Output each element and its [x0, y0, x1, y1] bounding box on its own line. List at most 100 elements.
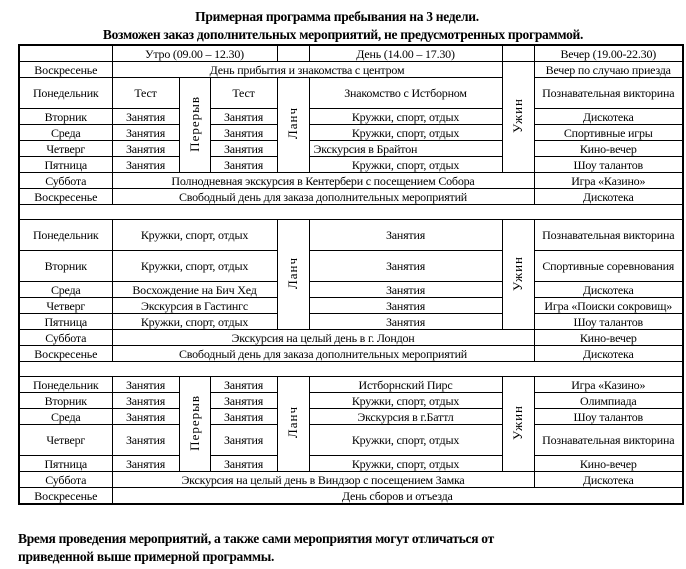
day-name: Суббота: [18, 329, 113, 346]
evening: Дискотека: [533, 108, 684, 125]
day-name: Вторник: [18, 250, 113, 282]
morning: Кружки, спорт, отдых: [111, 219, 278, 251]
page-subtitle: Возможен заказ дополнительных мероприяти…: [102, 27, 584, 42]
lunch-cell: Ланч: [276, 77, 310, 173]
morning-2: Занятия: [209, 140, 278, 157]
lunch-label: Ланч: [285, 107, 300, 140]
morning-1: Занятия: [111, 140, 180, 157]
day-activity: Занятия: [308, 281, 503, 298]
activity: День прибытия и знакомства с центром: [111, 61, 503, 78]
morning-1: Занятия: [111, 392, 180, 409]
lunch-label: Ланч: [285, 406, 300, 439]
day-name: Вторник: [18, 108, 113, 125]
activity: Свободный день для заказа дополнительных…: [111, 188, 535, 205]
header-blank: [276, 44, 310, 62]
break-label: Перерыв: [186, 394, 202, 451]
day-activity: Занятия: [308, 297, 503, 314]
morning-1: Тест: [111, 77, 180, 109]
table-row: Вторник Занятия Занятия Кружки, спорт, отды…: [18, 108, 684, 125]
table-row: Среда Занятия Занятия Экскурсия в г.Баттл Шо…: [18, 408, 684, 425]
day-name: Среда: [18, 408, 113, 425]
evening: Спортивные игры: [533, 124, 684, 141]
day-activity: Занятия: [308, 313, 503, 330]
day-name: Пятница: [18, 455, 113, 472]
day-name: Пятница: [18, 156, 113, 173]
week-separator: [18, 204, 684, 220]
day-name: Воскресенье: [18, 487, 113, 505]
activity: Экскурсия на целый день в Виндзор с посе…: [111, 471, 535, 488]
header-row: Утро (09.00 – 12.30) День (14.00 – 17.30…: [18, 44, 684, 62]
evening: Познавательная викторина: [533, 77, 684, 109]
table-row: Суббота Экскурсия на целый день в Виндзор…: [18, 471, 684, 488]
morning-2: Занятия: [209, 392, 278, 409]
header-blank: [18, 44, 113, 62]
separator-cell: [18, 204, 684, 220]
footer-note: Время проведения мероприятий, а также са…: [18, 530, 494, 566]
day-activity: Кружки, спорт, отдых: [308, 455, 503, 472]
day-activity: Экскурсия в г.Баттл: [308, 408, 503, 425]
table-row: Пятница Кружки, спорт, отдых Занятия Шоу та…: [18, 313, 684, 330]
table-row: Вторник Занятия Занятия Кружки, спорт, отды…: [18, 392, 684, 409]
morning: Кружки, спорт, отдых: [111, 313, 278, 330]
day-name: Вторник: [18, 392, 113, 409]
evening: Олимпиада: [533, 392, 684, 409]
week-separator: [18, 361, 684, 377]
morning-1: Занятия: [111, 156, 180, 173]
lunch-label: Ланч: [285, 256, 300, 290]
table-row: Среда Занятия Занятия Кружки, спорт, отдых С…: [18, 124, 684, 141]
table-row: Воскресенье Свободный день для заказа доп…: [18, 345, 684, 362]
day-activity: Кружки, спорт, отдых: [308, 108, 503, 125]
table-row: Среда Восхождение на Бич Хед Занятия Дискот…: [18, 281, 684, 298]
morning-2: Занятия: [209, 408, 278, 425]
activity: Свободный день для заказа дополнительных…: [111, 345, 535, 362]
header-blank: [501, 44, 535, 62]
header-morning: Утро (09.00 – 12.30): [111, 44, 278, 62]
day-activity: Истборнский Пирс: [308, 376, 503, 393]
dinner-cell: Ужин: [501, 61, 535, 173]
table-row: Понедельник Кружки, спорт, отдых Ланч За…: [18, 219, 684, 330]
evening: Кино-вечер: [533, 140, 684, 157]
table-row: Четверг Экскурсия в Гастингс Занятия Игра «…: [18, 297, 684, 314]
day-activity: Знакомство с Истборном: [308, 77, 503, 109]
morning-1: Занятия: [111, 376, 180, 393]
morning-1: Занятия: [111, 124, 180, 141]
table-row: Воскресенье День прибытия и знакомства с…: [18, 61, 684, 173]
evening: Познавательная викторина: [533, 424, 684, 456]
day-name: Воскресенье: [18, 345, 113, 362]
table-row: Пятница Занятия Занятия Кружки, спорт, отды…: [18, 455, 684, 472]
day-name: Среда: [18, 281, 113, 298]
day-activity: Кружки, спорт, отдых: [308, 156, 503, 173]
table-row: Воскресенье День сборов и отъезда: [18, 487, 684, 505]
day-activity: Экскурсия в Брайтон: [308, 140, 503, 157]
evening: Дискотека: [533, 281, 684, 298]
day-name: Понедельник: [18, 77, 113, 109]
table-row: Вторник Кружки, спорт, отдых Занятия Спорти…: [18, 250, 684, 282]
morning-1: Занятия: [111, 108, 180, 125]
evening: Вечер по случаю приезда: [533, 61, 684, 78]
morning-1: Занятия: [111, 455, 180, 472]
evening: Шоу талантов: [533, 156, 684, 173]
morning-2: Занятия: [209, 108, 278, 125]
table-row: Суббота Полнодневная экскурсия в Кентербе…: [18, 172, 684, 189]
evening: Кино-вечер: [533, 455, 684, 472]
footer-line: приведенной выше примерной программы.: [18, 549, 275, 564]
evening: Игра «Казино»: [533, 376, 684, 393]
table-row: Воскресенье Свободный день для заказа доп…: [18, 188, 684, 205]
morning-2: Занятия: [209, 124, 278, 141]
morning: Экскурсия в Гастингс: [111, 297, 278, 314]
morning: Кружки, спорт, отдых: [111, 250, 278, 282]
dinner-label: Ужин: [510, 405, 525, 440]
day-name: Воскресенье: [18, 188, 113, 205]
day-name: Четверг: [18, 424, 113, 456]
day-name: Суббота: [18, 471, 113, 488]
day-activity: Кружки, спорт, отдых: [308, 124, 503, 141]
evening: Дискотека: [533, 188, 684, 205]
day-activity: Кружки, спорт, отдых: [308, 392, 503, 409]
evening: Дискотека: [533, 345, 684, 362]
morning-2: Занятия: [209, 455, 278, 472]
page-title: Примерная программа пребывания на 3 неде…: [195, 9, 479, 24]
table-row: Понедельник Тест Перерыв Тест Ланч Знако…: [18, 77, 684, 173]
morning-2: Занятия: [209, 156, 278, 173]
evening: Шоу талантов: [533, 313, 684, 330]
break-cell: Перерыв: [178, 77, 211, 173]
